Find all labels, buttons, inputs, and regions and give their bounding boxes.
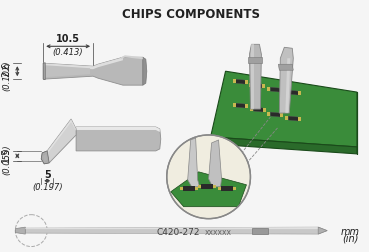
Polygon shape [15,227,25,234]
Polygon shape [288,117,298,121]
Polygon shape [318,227,327,234]
Polygon shape [76,128,160,133]
Polygon shape [262,85,265,89]
Polygon shape [201,184,213,189]
Polygon shape [25,227,318,229]
Polygon shape [121,56,143,60]
Polygon shape [232,80,235,84]
Polygon shape [280,114,283,118]
Polygon shape [298,92,301,96]
Text: (0.413): (0.413) [53,48,83,57]
Polygon shape [143,58,147,86]
Text: (in): (in) [342,233,358,243]
Text: 2.6: 2.6 [1,61,11,77]
Polygon shape [285,91,288,95]
Polygon shape [249,45,261,110]
Polygon shape [221,186,232,191]
Text: (0.102): (0.102) [2,60,11,90]
Polygon shape [254,108,263,113]
Polygon shape [279,48,293,114]
Text: (0.197): (0.197) [32,182,62,191]
Polygon shape [25,227,327,234]
Polygon shape [270,88,280,93]
Polygon shape [180,187,183,190]
Polygon shape [183,186,195,191]
Polygon shape [213,185,215,188]
Polygon shape [245,81,248,85]
Polygon shape [251,108,254,112]
Polygon shape [45,66,90,78]
Polygon shape [245,105,248,109]
Polygon shape [270,113,280,118]
Polygon shape [248,58,262,64]
Text: 1.5: 1.5 [1,146,11,161]
Polygon shape [208,140,221,187]
Polygon shape [76,128,161,151]
Text: mm: mm [341,226,359,236]
Polygon shape [278,65,293,71]
Polygon shape [47,119,76,154]
Polygon shape [285,59,290,114]
Polygon shape [198,185,201,188]
Polygon shape [211,137,357,154]
Polygon shape [298,118,301,121]
Text: (0.059): (0.059) [2,144,11,174]
Polygon shape [195,187,198,190]
Text: 10.5: 10.5 [56,34,80,44]
Polygon shape [41,119,76,164]
Circle shape [167,135,251,219]
Polygon shape [211,72,357,147]
Polygon shape [251,45,255,110]
Polygon shape [263,109,266,113]
Polygon shape [43,154,47,162]
Polygon shape [235,104,245,109]
Polygon shape [252,228,268,234]
Polygon shape [232,104,235,108]
Polygon shape [171,172,246,207]
Polygon shape [43,64,45,80]
Polygon shape [218,187,221,190]
Polygon shape [249,84,252,88]
Text: CHIPS COMPONENTS: CHIPS COMPONENTS [122,8,260,21]
Polygon shape [268,113,270,117]
Polygon shape [252,84,262,89]
Text: 5: 5 [44,169,51,179]
Text: C420-272: C420-272 [157,227,200,236]
Text: xxxxxx: xxxxxx [205,227,232,236]
Polygon shape [268,88,270,92]
Polygon shape [43,58,143,86]
Polygon shape [43,58,123,70]
Polygon shape [288,91,298,96]
Polygon shape [235,80,245,85]
Polygon shape [188,138,200,187]
Polygon shape [232,187,235,190]
Polygon shape [280,89,283,93]
Polygon shape [41,151,49,164]
Polygon shape [285,117,288,120]
